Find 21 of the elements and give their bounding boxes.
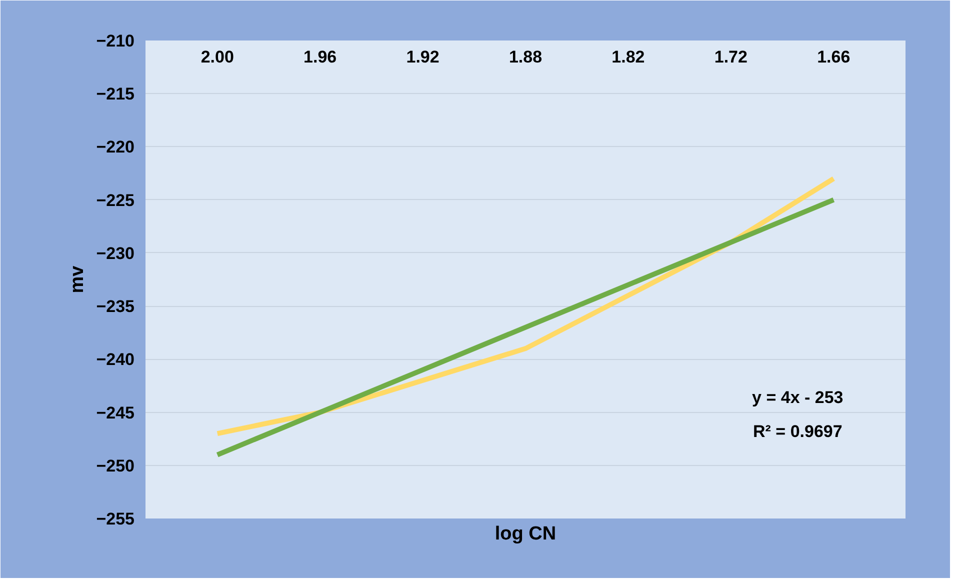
y-tick-label: −230 (96, 244, 135, 263)
y-tick-label: −235 (96, 297, 135, 316)
y-tick-label: −245 (96, 403, 135, 422)
x-tick-label: 1.88 (508, 48, 542, 66)
x-tick-label: 1.66 (817, 48, 850, 66)
y-tick-label: −225 (96, 190, 135, 210)
y-tick-label: −255 (96, 510, 135, 528)
x-tick-label: 1.82 (612, 48, 645, 66)
y-tick-label: −215 (96, 84, 135, 104)
y-tick-label: −250 (96, 456, 135, 476)
y-axis-title: mv (67, 265, 88, 294)
x-tick-label: 2.00 (200, 48, 234, 66)
x-tick-label: 1.92 (406, 48, 440, 66)
y-tick-label: −220 (96, 138, 135, 157)
x-tick-label: 1.72 (714, 48, 748, 66)
y-tick-label: −210 (96, 32, 135, 50)
x-axis-title: log CN (494, 524, 556, 544)
annotation: y = 4x - 253 (752, 388, 844, 407)
y-tick-label: −240 (96, 350, 135, 370)
x-tick-label: 1.96 (304, 48, 337, 66)
annotation: R² = 0.9697 (753, 422, 842, 441)
